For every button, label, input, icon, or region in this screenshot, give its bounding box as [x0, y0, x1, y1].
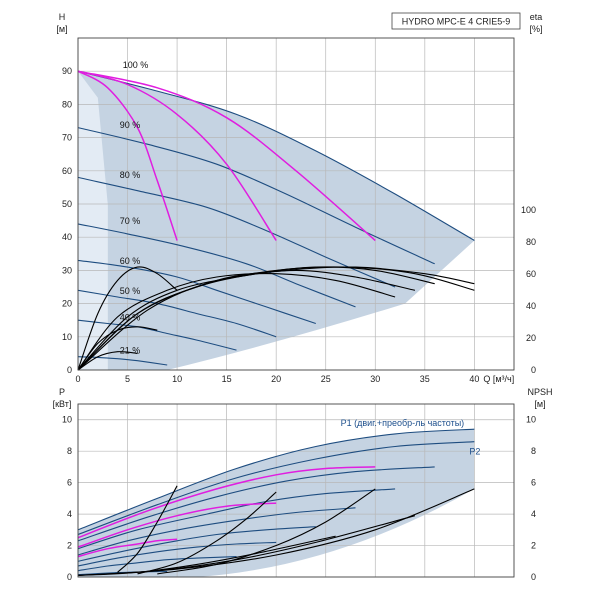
eta-tick-label: 40: [526, 301, 536, 311]
x-tick-label: 0: [75, 374, 80, 384]
title-text: HYDRO MPC-E 4 CRIE5-9: [402, 17, 511, 27]
head-series-navy-4: [77, 259, 316, 325]
npsh-tick-label: 6: [531, 478, 536, 488]
head-chart-header: H [м] eta [%] HYDRO MPC-E 4 CRIE5-9: [56, 12, 542, 34]
head-series-navy-1: [77, 127, 435, 265]
power-series-magenta-9: [77, 466, 376, 539]
npsh-tick-label: 0: [531, 572, 536, 582]
x-tick-label: 35: [420, 374, 430, 384]
speed-label: 60 %: [120, 256, 141, 266]
p-tick-label: 10: [62, 415, 72, 425]
npsh-axis-unit: [м]: [534, 399, 545, 409]
y-tick-label: 20: [62, 299, 72, 309]
speed-label: 50 %: [120, 286, 141, 296]
npsh-tick-label: 10: [526, 415, 536, 425]
head-series-magenta-9: [77, 70, 277, 241]
eta-tick-label: 80: [526, 237, 536, 247]
speed-label: 40 %: [120, 313, 141, 323]
power-axis-unit: [кВт]: [53, 399, 72, 409]
y-tick-label: 60: [62, 166, 72, 176]
eta-tick-label: 100: [521, 205, 536, 215]
y-tick-label: 80: [62, 99, 72, 109]
head-series-navy-3: [77, 223, 356, 308]
envelope-light-area: [78, 71, 108, 370]
power-series-black-13: [137, 491, 277, 575]
head-axis-label: H: [59, 12, 66, 22]
power-series-magenta-11: [77, 538, 178, 558]
head-series-navy-0: [77, 70, 475, 241]
power-panel: P1 (двиг.+преобр-ль частоты) P2 0 2 4 6 8 10 0 2 4…: [62, 403, 536, 582]
head-plot-frame: [77, 37, 515, 371]
npsh-axis-label: NPSH: [527, 387, 552, 397]
y-tick-label: 40: [62, 232, 72, 242]
p1-series-label: P1 (двиг.+преобр-ль частоты): [341, 418, 465, 428]
power-plot-frame: [77, 403, 515, 578]
p-tick-label: 2: [67, 541, 72, 551]
x-tick-label: 5: [125, 374, 130, 384]
speed-label: 100 %: [123, 60, 149, 70]
power-series-navy-5: [77, 526, 316, 562]
head-series-black-18: [77, 266, 475, 371]
head-series-black-11: [77, 266, 178, 371]
power-axis-label: P: [59, 387, 65, 397]
x-axis-unit: Q [м³/ч]: [483, 374, 514, 384]
head-series-navy-2: [77, 176, 396, 288]
npsh-tick-label: 8: [531, 446, 536, 456]
head-series-black-17: [77, 266, 475, 371]
title-box: [391, 12, 521, 30]
speed-label: 80 %: [120, 170, 141, 180]
y-tick-label: 90: [62, 66, 72, 76]
eta-axis-label: eta: [530, 12, 543, 22]
power-series-navy-7: [77, 556, 237, 572]
eta-axis-unit: [%]: [529, 24, 542, 34]
power-series-magenta-10: [77, 502, 277, 548]
x-tick-label: 20: [271, 374, 281, 384]
power-series-navy-0: [77, 428, 475, 531]
y-tick-label: 30: [62, 265, 72, 275]
power-chart-header: P [кВт] NPSH [м]: [53, 387, 553, 409]
power-series-navy-6: [77, 541, 277, 567]
x-tick-label: 15: [222, 374, 232, 384]
p-tick-label: 4: [67, 509, 72, 519]
head-series-navy-5: [77, 289, 277, 338]
head-series-black-14: [77, 273, 396, 371]
eta-tick-label: 60: [526, 269, 536, 279]
power-series-navy-3: [77, 488, 396, 550]
head-series-magenta-8: [77, 70, 178, 241]
speed-label: 90 %: [120, 120, 141, 130]
head-series-black-13: [77, 351, 138, 371]
speed-label: 21 %: [120, 346, 141, 356]
x-tick-label: 10: [172, 374, 182, 384]
y-tick-label: 10: [62, 332, 72, 342]
x-tick-label: 25: [321, 374, 331, 384]
power-series-navy-4: [77, 507, 356, 556]
y-tick-label: 0: [67, 365, 72, 375]
power-series-black-17: [77, 535, 336, 576]
x-tick-label: 40: [469, 374, 479, 384]
npsh-tick-label: 4: [531, 509, 536, 519]
head-series-navy-6: [77, 319, 237, 351]
power-series-navy-1: [77, 441, 475, 536]
y-tick-label: 70: [62, 133, 72, 143]
head-axis-unit: [м]: [56, 24, 67, 34]
head-series-magenta-10: [77, 70, 376, 242]
power-series-black-14: [157, 488, 376, 575]
p-tick-label: 6: [67, 478, 72, 488]
power-series-black-12: [117, 485, 178, 573]
p2-series-label: P2: [469, 446, 480, 456]
head-panel: 100 % 90 % 80 % 70 % 60 % 50 % 40 % 21 % 0 5 10 15 2…: [62, 37, 536, 384]
npsh-tick-label: 2: [531, 541, 536, 551]
p-tick-label: 0: [67, 572, 72, 582]
power-series-navy-2: [77, 466, 435, 542]
speed-label: 70 %: [120, 216, 141, 226]
y-tick-label: 50: [62, 199, 72, 209]
eta-tick-label: 20: [526, 333, 536, 343]
eta-tick-label: 0: [531, 365, 536, 375]
p-tick-label: 8: [67, 446, 72, 456]
x-tick-label: 30: [370, 374, 380, 384]
